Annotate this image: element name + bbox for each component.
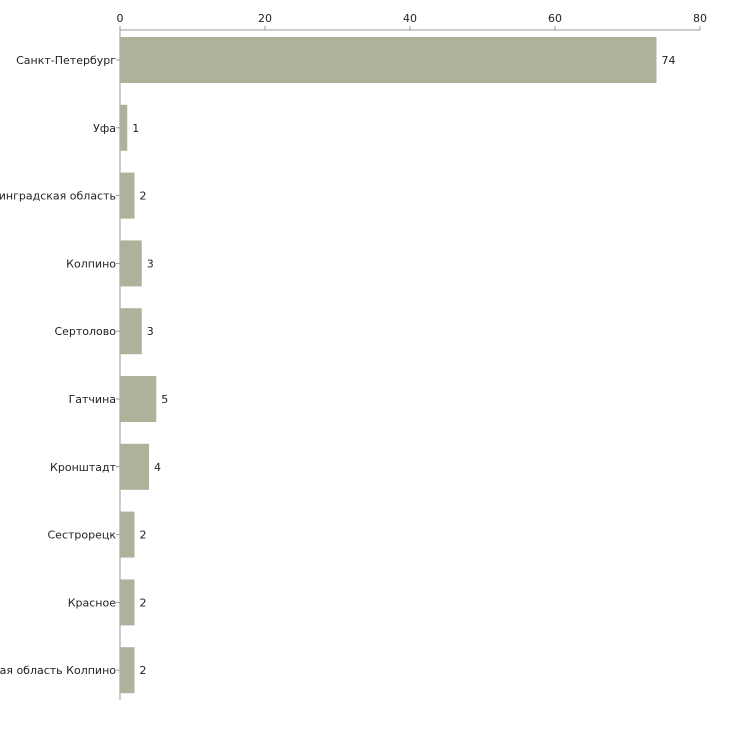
bar [120, 647, 135, 694]
bar [120, 579, 135, 626]
category-label: Красное [68, 596, 117, 609]
data-label: 5 [161, 393, 168, 406]
category-label: Гатчина [69, 393, 116, 406]
data-label: 3 [147, 325, 154, 338]
x-tick-label: 20 [258, 12, 272, 25]
bar [120, 172, 135, 219]
x-tick-label: 40 [403, 12, 417, 25]
data-label: 3 [147, 257, 154, 270]
category-labels: Санкт-Петербург 74 Уфа 1 Ленинградская облас… [0, 54, 676, 677]
category-label: Сертолово [54, 325, 116, 338]
bar [120, 240, 142, 287]
data-label: 4 [154, 461, 161, 474]
x-axis: 0 20 40 60 80 [116, 12, 707, 700]
bar [120, 37, 657, 83]
category-label: Сестрорецк [48, 529, 117, 542]
bar [120, 104, 128, 151]
data-label: 1 [132, 122, 139, 135]
data-label: 2 [140, 664, 147, 677]
data-label: 2 [140, 596, 147, 609]
bar [120, 511, 135, 558]
category-label: Уфа [93, 122, 116, 135]
bar [120, 443, 149, 490]
x-tick-label: 60 [548, 12, 562, 25]
bar [120, 376, 157, 422]
x-tick-label: 0 [117, 12, 124, 25]
category-label: Колпино [66, 257, 116, 270]
data-label: 2 [140, 529, 147, 542]
data-label: 2 [140, 190, 147, 203]
category-label: Ленинградская область [0, 190, 116, 203]
category-label: Санкт-Петербург [16, 54, 116, 67]
data-label: 74 [662, 54, 676, 67]
category-label: Ленинградская область Колпино [0, 664, 116, 677]
category-label: Кронштадт [50, 461, 117, 474]
bars [120, 37, 657, 694]
bar [120, 308, 142, 355]
x-tick-label: 80 [693, 12, 707, 25]
